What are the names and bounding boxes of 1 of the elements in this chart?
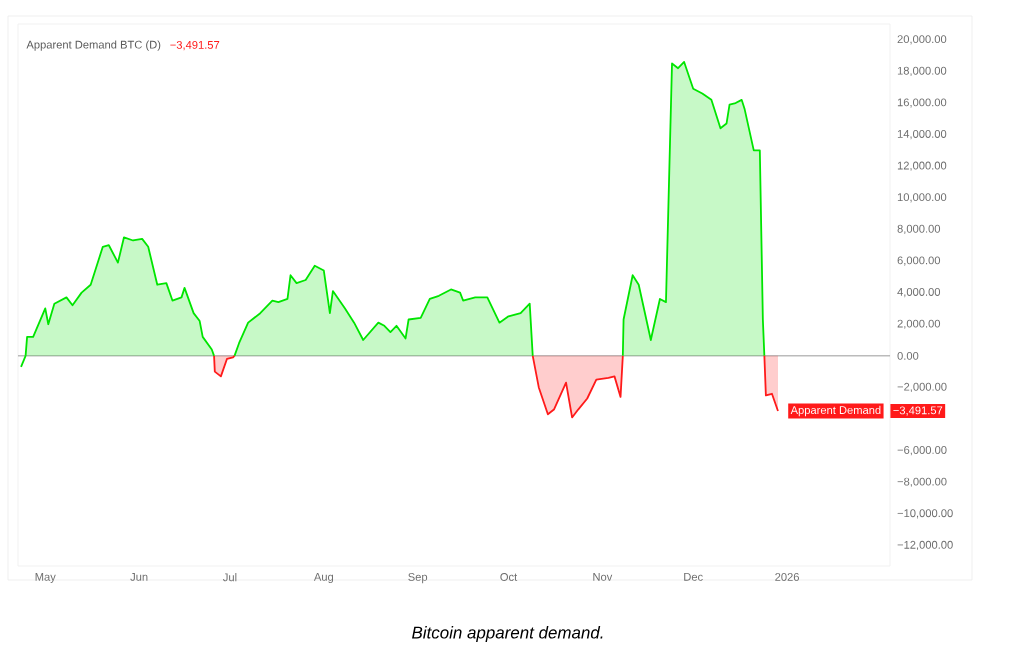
text: Bitcoin apparent demand.: [412, 626, 603, 642]
